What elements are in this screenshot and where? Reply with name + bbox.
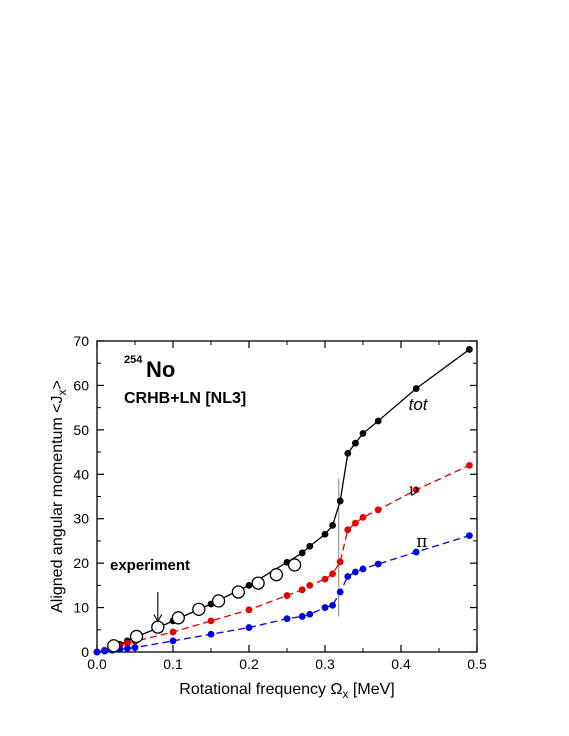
- x-tick-label: 0.0: [87, 656, 107, 672]
- series-2-point: [412, 548, 420, 556]
- x-tick-label: 0.2: [239, 656, 259, 672]
- experiment-point: [171, 611, 185, 625]
- series-1-point: [306, 581, 314, 589]
- series-1-point: [352, 519, 359, 527]
- axis-tick-labels: 0.0 0.1 0.2 0.3 0.4 0.5 0 10 20 30 40 50 60 70: [73, 333, 487, 672]
- y-tick-label: 60: [73, 377, 89, 393]
- series-0-point: [306, 542, 314, 550]
- x-axis-title-main: Rotational frequency: [179, 681, 330, 698]
- series-annotation-1: ν: [409, 481, 419, 501]
- series-2-point: [101, 647, 108, 655]
- experiment-point: [129, 629, 144, 644]
- series-2-point: [207, 630, 215, 638]
- y-tick-label: 20: [73, 555, 89, 571]
- series-2-point: [466, 532, 473, 539]
- y-tick-label: 40: [73, 466, 89, 482]
- series-0-point: [329, 521, 336, 529]
- x-axis-title-subscript: x: [342, 687, 348, 701]
- x-axis-title-symbol: Ω: [331, 681, 343, 698]
- y-axis-title: Aligned angular momentum <Jx>: [49, 380, 69, 613]
- series-annotation-0: tot: [409, 395, 429, 414]
- series-group: [93, 346, 473, 656]
- y-tick-label: 10: [73, 600, 89, 616]
- nucleus-mass-number: 254: [124, 354, 143, 366]
- y-tick-label: 50: [73, 422, 89, 438]
- series-1-point: [245, 606, 253, 614]
- model-label: CRHB+LN [NL3]: [124, 390, 246, 407]
- experiment-arrow-head: [153, 614, 163, 623]
- series-2-point: [344, 573, 352, 580]
- y-axis-title-end: >: [49, 380, 66, 389]
- series-0-point: [412, 385, 420, 392]
- experiment-point: [269, 568, 284, 582]
- series-0-point: [245, 581, 253, 589]
- experiment-point: [107, 639, 121, 653]
- y-axis-title-subscript: x: [55, 389, 69, 395]
- nucleus-symbol: No: [146, 357, 175, 382]
- y-tick-label: 0: [81, 644, 89, 660]
- y-axis-title-main: Aligned angular momentum <J: [49, 395, 66, 612]
- series-2-point: [352, 568, 359, 576]
- x-axis-title-unit: [MeV]: [348, 681, 394, 698]
- experiment-point: [151, 620, 165, 634]
- series-0-point: [374, 417, 382, 425]
- x-tick-label: 0.5: [467, 656, 487, 672]
- series-0-point: [352, 439, 359, 447]
- series-line-0: [96, 348, 470, 653]
- series-2-point: [374, 560, 382, 568]
- experiment-point: [251, 576, 265, 590]
- series-2-point: [93, 648, 101, 656]
- series-2-point: [124, 645, 131, 652]
- experiment-label: experiment: [110, 557, 190, 574]
- series-1-point: [374, 506, 382, 514]
- axis-ticks: [96, 340, 478, 653]
- plot-frame: [96, 340, 478, 653]
- experiment-point: [192, 602, 206, 616]
- series-1-point: [169, 628, 177, 636]
- plot-frame-group: [96, 340, 478, 653]
- series-1-point: [124, 639, 131, 647]
- series-2-point: [306, 610, 314, 618]
- series-1-point: [359, 513, 367, 521]
- series-2-point: [245, 624, 253, 631]
- series-2-point: [169, 637, 177, 645]
- x-tick-label: 0.3: [315, 656, 335, 672]
- series-1-point: [207, 617, 215, 625]
- y-tick-label: 70: [73, 333, 89, 349]
- experiment-point: [211, 594, 226, 608]
- series-1-point: [336, 558, 344, 566]
- series-0-point: [344, 450, 352, 457]
- experiment-group: [107, 558, 302, 653]
- series-0-point: [336, 497, 344, 505]
- x-tick-label: 0.1: [163, 656, 183, 672]
- series-2-point: [131, 644, 139, 651]
- series-1-point: [466, 462, 473, 469]
- series-1-point: [344, 526, 352, 534]
- series-1-point: [283, 592, 291, 599]
- series-0-point: [298, 549, 306, 557]
- experiment-point: [231, 585, 246, 599]
- series-annotations: tot ν π: [409, 395, 429, 552]
- x-tick-label: 0.4: [391, 656, 411, 672]
- series-2-point: [336, 588, 344, 596]
- series-2-point: [321, 604, 329, 611]
- series-0-point: [466, 346, 473, 353]
- x-axis-title: Rotational frequency Ωx [MeV]: [179, 681, 394, 701]
- series-1-point: [321, 575, 329, 583]
- series-2-point: [283, 615, 291, 623]
- series-2-point: [359, 565, 367, 573]
- y-tick-label: 30: [73, 511, 89, 527]
- experiment-point: [287, 558, 302, 572]
- series-1-point: [298, 586, 306, 594]
- series-1-point: [329, 570, 336, 578]
- series-2-point: [298, 613, 306, 620]
- series-annotation-2: π: [416, 532, 427, 552]
- series-1-point: [412, 486, 420, 494]
- series-0-point: [359, 430, 367, 437]
- series-2-point: [329, 601, 336, 609]
- series-0-point: [321, 530, 329, 538]
